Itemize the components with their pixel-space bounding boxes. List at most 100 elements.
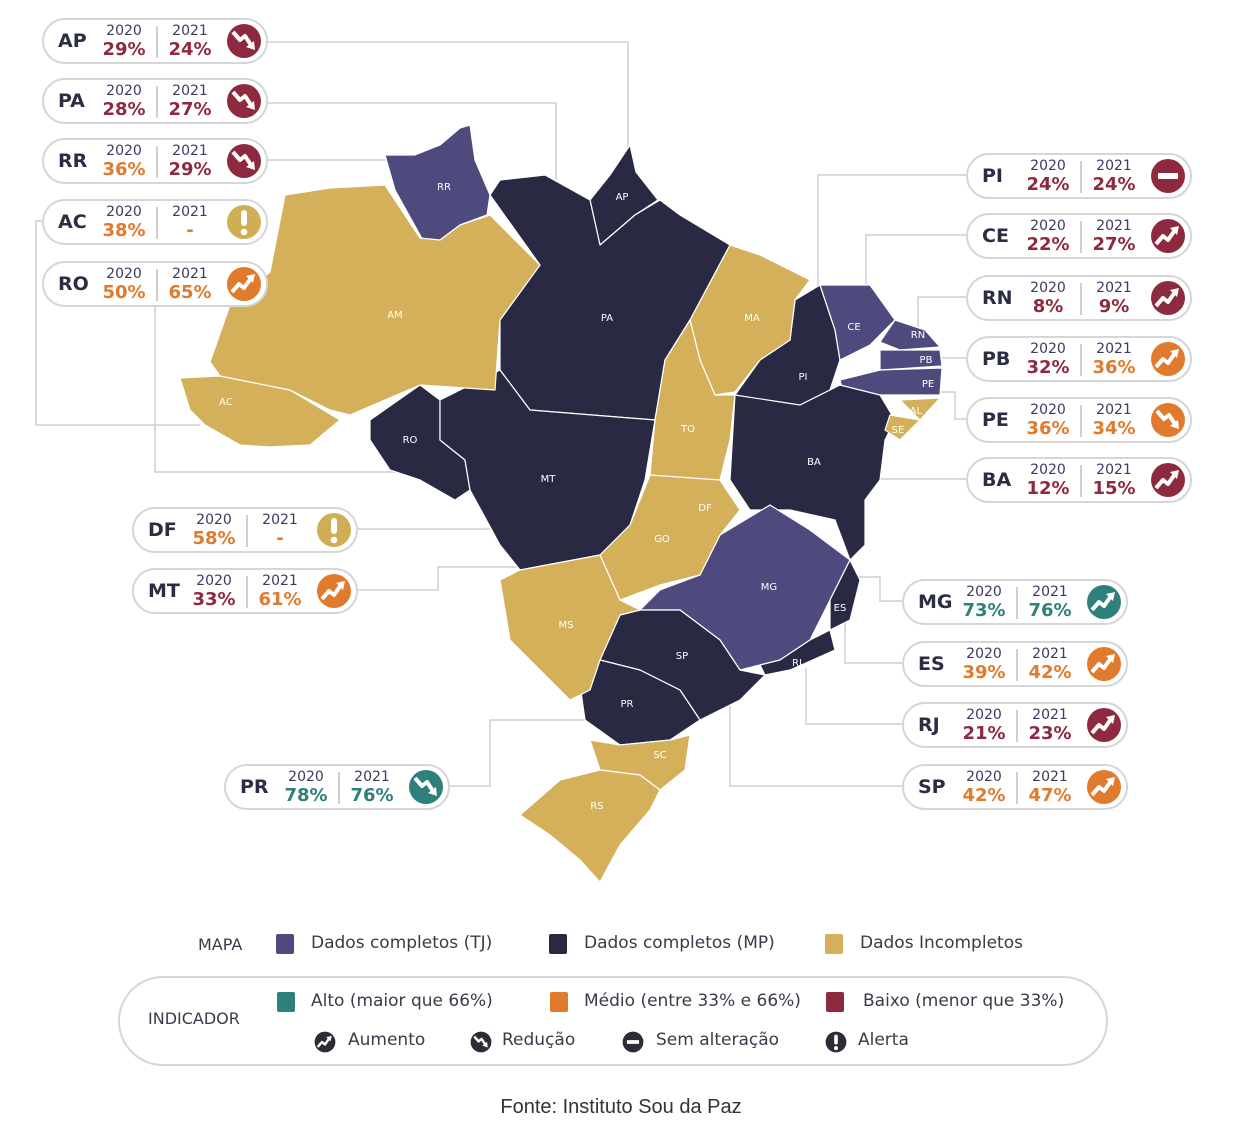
connector-line xyxy=(268,41,629,150)
state-shape-am xyxy=(209,184,541,416)
map-label-sc: SC xyxy=(653,750,666,761)
divider xyxy=(246,515,248,547)
value-2021: - xyxy=(186,220,194,241)
reducao-icon xyxy=(227,24,261,58)
value-2020: 24% xyxy=(1026,174,1070,195)
year-label: 2021 xyxy=(1096,218,1132,234)
year-label: 2020 xyxy=(1030,341,1066,357)
state-card-pb: PB 2020 32% 2021 36% xyxy=(966,336,1192,382)
state-card-pi: PI 2020 24% 2021 24% xyxy=(966,153,1192,199)
year-label: 2021 xyxy=(1032,769,1068,785)
connector-line xyxy=(940,391,966,420)
state-card-mt: MT 2020 33% 2021 61% xyxy=(132,568,358,614)
value-2021: 24% xyxy=(168,39,212,60)
aumento-icon xyxy=(1151,342,1185,376)
state-code: ES xyxy=(918,653,945,675)
map-label-to: TO xyxy=(680,424,695,435)
value-2021: 34% xyxy=(1092,418,1136,439)
map-label-ba: BA xyxy=(807,457,821,468)
state-card-ac: AC 2020 38% 2021- xyxy=(42,199,268,245)
value-2020: 58% xyxy=(192,528,236,549)
year-label: 2021 xyxy=(172,23,208,39)
year-label: 2020 xyxy=(288,769,324,785)
map-label-df: DF xyxy=(698,503,712,514)
legend-label-mp: Dados completos (MP) xyxy=(584,933,775,953)
aumento-icon xyxy=(1087,647,1121,681)
divider xyxy=(1016,710,1018,742)
divider xyxy=(1016,587,1018,619)
value-2021: 27% xyxy=(168,99,212,120)
connector-line xyxy=(850,576,902,602)
year-label: 2021 xyxy=(1096,402,1132,418)
state-shape-to xyxy=(649,319,736,481)
map-label-ma: MA xyxy=(744,313,760,324)
year-label: 2021 xyxy=(1096,158,1132,174)
map-label-pr: PR xyxy=(621,699,634,710)
year-label: 2020 xyxy=(1030,402,1066,418)
map-label-go: GO xyxy=(654,534,670,545)
value-2020: 39% xyxy=(962,662,1006,683)
divider xyxy=(1016,649,1018,681)
year-label: 2020 xyxy=(1030,462,1066,478)
map-label-pe: PE xyxy=(922,379,934,390)
legend-swatch-mp xyxy=(549,934,567,954)
aumento-icon xyxy=(1151,463,1185,497)
aumento-icon xyxy=(1087,708,1121,742)
year-label: 2021 xyxy=(354,769,390,785)
map-label-mt: MT xyxy=(541,474,557,485)
divider xyxy=(338,772,340,804)
state-card-df: DF 2020 58% 2021- xyxy=(132,507,358,553)
value-2021: 15% xyxy=(1092,478,1136,499)
divider xyxy=(156,86,158,118)
value-2020: 50% xyxy=(102,282,146,303)
connector-line xyxy=(35,220,200,426)
value-2021: 23% xyxy=(1028,723,1072,744)
year-label: 2020 xyxy=(1030,280,1066,296)
legend-swatch-baixo xyxy=(826,992,844,1012)
connector-line xyxy=(448,719,585,787)
aumento-icon xyxy=(1151,219,1185,253)
divider xyxy=(1080,221,1082,253)
state-code: PE xyxy=(982,409,1009,431)
state-shape-rn xyxy=(879,319,941,351)
state-card-pa: PA 2020 28% 2021 27% xyxy=(42,78,268,124)
year-label: 2021 xyxy=(1096,280,1132,296)
connector-line xyxy=(154,305,400,473)
legend-label-alerta: Alerta xyxy=(858,1030,909,1050)
value-2020: 12% xyxy=(1026,478,1070,499)
aumento-icon xyxy=(314,1031,336,1053)
value-2020: 38% xyxy=(102,220,146,241)
connector-line xyxy=(817,174,966,295)
year-label: 2020 xyxy=(966,584,1002,600)
value-2021: 76% xyxy=(1028,600,1072,621)
year-label: 2020 xyxy=(106,143,142,159)
value-2021: 29% xyxy=(168,159,212,180)
state-card-pr: PR 2020 78% 2021 76% xyxy=(224,764,450,810)
value-2020: 22% xyxy=(1026,234,1070,255)
indicator-legend xyxy=(118,976,1108,1066)
year-label: 2020 xyxy=(1030,218,1066,234)
year-label: 2020 xyxy=(106,204,142,220)
connector-line xyxy=(729,700,902,787)
state-shape-pr xyxy=(579,659,701,746)
map-label-al: AL xyxy=(910,406,923,417)
state-code: RO xyxy=(58,273,89,295)
aumento-icon xyxy=(1087,770,1121,804)
aumento-icon xyxy=(227,267,261,301)
year-label: 2021 xyxy=(262,512,298,528)
reducao-icon xyxy=(470,1031,492,1053)
state-code: SP xyxy=(918,776,946,798)
map-label-ap: AP xyxy=(616,192,629,203)
alerta-icon xyxy=(825,1031,847,1053)
value-2020: 78% xyxy=(284,785,328,806)
reducao-icon xyxy=(409,770,443,804)
alerta-icon xyxy=(317,513,351,547)
year-label: 2020 xyxy=(106,23,142,39)
state-code: BA xyxy=(982,469,1012,491)
map-label-pa: PA xyxy=(601,313,613,324)
year-label: 2020 xyxy=(106,266,142,282)
value-2021: 42% xyxy=(1028,662,1072,683)
map-label-ms: MS xyxy=(559,620,574,631)
state-code: AC xyxy=(58,211,87,233)
state-shape-ce xyxy=(819,284,896,361)
